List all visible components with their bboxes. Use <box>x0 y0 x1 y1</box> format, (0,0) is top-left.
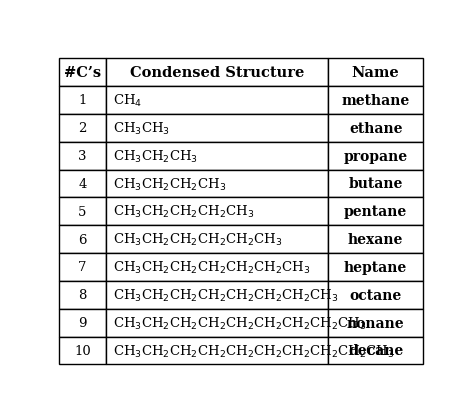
Text: CH$_3$CH$_2$CH$_2$CH$_2$CH$_2$CH$_2$CH$_2$CH$_2$CH$_3$: CH$_3$CH$_2$CH$_2$CH$_2$CH$_2$CH$_2$CH$_… <box>113 315 366 331</box>
Bar <box>106 309 328 337</box>
Bar <box>59 198 106 225</box>
Text: 7: 7 <box>78 261 86 274</box>
Bar <box>59 115 106 142</box>
Bar <box>59 254 106 281</box>
Bar <box>328 281 423 309</box>
Bar <box>328 198 423 225</box>
Text: CH$_3$CH$_2$CH$_3$: CH$_3$CH$_2$CH$_3$ <box>113 148 198 164</box>
Text: decane: decane <box>348 344 403 358</box>
Bar <box>59 337 106 365</box>
Text: 4: 4 <box>78 178 86 190</box>
Bar <box>106 254 328 281</box>
Bar <box>59 281 106 309</box>
Bar <box>106 337 328 365</box>
Text: CH$_3$CH$_2$CH$_2$CH$_2$CH$_3$: CH$_3$CH$_2$CH$_2$CH$_2$CH$_3$ <box>113 204 254 220</box>
Bar <box>59 142 106 170</box>
Text: Name: Name <box>352 66 400 80</box>
Text: 8: 8 <box>78 289 86 301</box>
Text: CH$_3$CH$_2$CH$_2$CH$_2$CH$_2$CH$_2$CH$_2$CH$_2$CH$_2$CH$_3$: CH$_3$CH$_2$CH$_2$CH$_2$CH$_2$CH$_2$CH$_… <box>113 342 394 358</box>
Text: octane: octane <box>350 288 402 302</box>
Bar <box>328 115 423 142</box>
Text: hexane: hexane <box>348 233 403 247</box>
Bar <box>59 87 106 115</box>
Text: propane: propane <box>344 149 407 163</box>
Bar <box>328 59 423 87</box>
Bar <box>59 225 106 254</box>
Bar <box>106 59 328 87</box>
Text: CH$_3$CH$_2$CH$_2$CH$_2$CH$_2$CH$_2$CH$_3$: CH$_3$CH$_2$CH$_2$CH$_2$CH$_2$CH$_2$CH$_… <box>113 259 310 275</box>
Bar <box>106 87 328 115</box>
Bar <box>59 309 106 337</box>
Bar <box>106 281 328 309</box>
Bar <box>106 225 328 254</box>
Text: CH$_3$CH$_2$CH$_2$CH$_3$: CH$_3$CH$_2$CH$_2$CH$_3$ <box>113 176 226 192</box>
Bar <box>328 87 423 115</box>
Text: 5: 5 <box>78 205 86 218</box>
Text: heptane: heptane <box>344 260 407 274</box>
Text: 2: 2 <box>78 122 86 135</box>
Bar <box>328 142 423 170</box>
Bar <box>106 115 328 142</box>
Text: Condensed Structure: Condensed Structure <box>130 66 305 80</box>
Text: CH$_3$CH$_3$: CH$_3$CH$_3$ <box>113 121 170 137</box>
Text: pentane: pentane <box>344 205 407 219</box>
Text: nonane: nonane <box>347 316 405 330</box>
Text: #C’s: #C’s <box>64 66 101 80</box>
Bar <box>106 198 328 225</box>
Text: 6: 6 <box>78 233 86 246</box>
Text: 10: 10 <box>74 344 91 357</box>
Text: 1: 1 <box>78 94 86 107</box>
Text: CH$_3$CH$_2$CH$_2$CH$_2$CH$_2$CH$_2$CH$_2$CH$_3$: CH$_3$CH$_2$CH$_2$CH$_2$CH$_2$CH$_2$CH$_… <box>113 287 338 303</box>
Bar <box>328 225 423 254</box>
Bar <box>106 142 328 170</box>
Text: 3: 3 <box>78 150 86 163</box>
Text: ethane: ethane <box>349 121 402 135</box>
Text: CH$_4$: CH$_4$ <box>113 93 142 109</box>
Bar <box>59 59 106 87</box>
Text: methane: methane <box>342 94 410 108</box>
Bar <box>59 170 106 198</box>
Bar <box>328 309 423 337</box>
Bar <box>328 337 423 365</box>
Bar <box>328 170 423 198</box>
Bar <box>106 170 328 198</box>
Text: butane: butane <box>348 177 403 191</box>
Text: 9: 9 <box>78 316 86 329</box>
Text: CH$_3$CH$_2$CH$_2$CH$_2$CH$_2$CH$_3$: CH$_3$CH$_2$CH$_2$CH$_2$CH$_2$CH$_3$ <box>113 232 282 247</box>
Bar <box>328 254 423 281</box>
